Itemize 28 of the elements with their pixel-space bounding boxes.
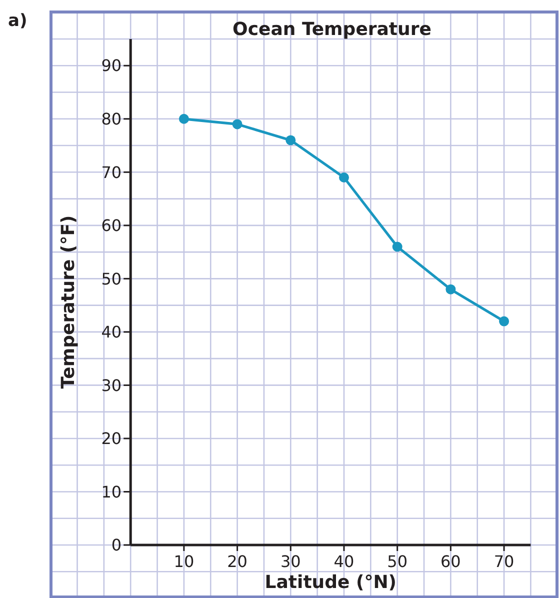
x-tick-label: 70 [494,552,514,571]
y-tick-label: 90 [101,56,122,76]
point [499,316,510,326]
x-tick-label: 50 [387,552,408,571]
y-tick-label: 10 [101,482,122,502]
point [446,284,456,294]
y-tick-label: 50 [101,269,122,288]
x-tick-label: 20 [227,552,248,571]
y-tick-label: 30 [101,376,122,395]
y-axis-title: Temperature (°F) [58,215,79,389]
x-tick-label: 40 [334,552,354,571]
point [232,119,242,130]
x-tick-label: 10 [174,552,194,571]
y-tick-label: 70 [101,162,122,182]
point [392,242,402,252]
point [338,172,349,182]
x-tick-label: 60 [440,552,461,571]
x-tick-label: 30 [280,552,301,571]
chart-title: Ocean Temperature [232,19,432,40]
point [178,114,189,124]
point [286,135,296,146]
y-tick-label: 0 [111,536,122,555]
y-tick-label: 20 [101,429,122,448]
y-tick-label: 80 [101,109,122,128]
text: a) [8,11,28,31]
y-tick-label: 40 [101,322,122,342]
x-axis-title: Latitude (°N) [264,572,396,593]
y-tick-label: 60 [101,216,122,236]
